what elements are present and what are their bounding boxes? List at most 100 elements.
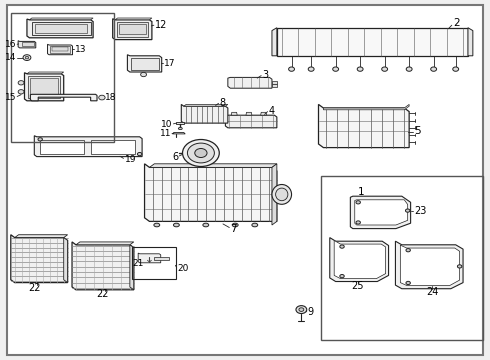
Text: 11: 11 <box>160 129 171 138</box>
Text: 20: 20 <box>177 264 189 273</box>
Polygon shape <box>115 18 152 20</box>
Ellipse shape <box>406 248 410 252</box>
Text: 3: 3 <box>262 70 269 80</box>
Bar <box>32 22 91 35</box>
Polygon shape <box>27 19 93 38</box>
Polygon shape <box>29 18 93 20</box>
Ellipse shape <box>333 67 339 71</box>
Text: 5: 5 <box>414 126 421 136</box>
Ellipse shape <box>18 81 24 85</box>
Text: 12: 12 <box>155 20 167 30</box>
Ellipse shape <box>406 67 412 71</box>
Bar <box>117 22 148 37</box>
Text: 2: 2 <box>453 18 460 28</box>
Polygon shape <box>64 238 68 283</box>
Polygon shape <box>72 242 134 290</box>
Polygon shape <box>113 19 152 40</box>
Polygon shape <box>350 196 411 229</box>
Text: 16: 16 <box>5 40 16 49</box>
Bar <box>50 46 70 53</box>
Polygon shape <box>138 253 161 263</box>
Ellipse shape <box>187 143 214 163</box>
Bar <box>132 247 176 279</box>
Bar <box>40 140 84 154</box>
Bar <box>131 58 159 70</box>
Text: 21: 21 <box>133 259 144 268</box>
Polygon shape <box>323 104 409 110</box>
Bar <box>52 47 68 51</box>
Text: 8: 8 <box>220 98 225 108</box>
Ellipse shape <box>154 223 160 227</box>
Bar <box>277 28 468 56</box>
Ellipse shape <box>457 265 462 268</box>
Polygon shape <box>48 44 73 55</box>
Bar <box>30 78 58 96</box>
Ellipse shape <box>195 149 207 158</box>
Polygon shape <box>130 245 134 290</box>
Text: 1: 1 <box>358 186 365 197</box>
Polygon shape <box>400 245 460 285</box>
Ellipse shape <box>137 153 142 156</box>
Polygon shape <box>181 104 228 123</box>
Polygon shape <box>318 104 409 148</box>
Text: 22: 22 <box>28 283 41 293</box>
Text: 15: 15 <box>5 93 16 102</box>
Bar <box>22 42 34 46</box>
Text: 13: 13 <box>74 45 86 54</box>
Polygon shape <box>330 238 389 282</box>
Polygon shape <box>127 55 162 72</box>
Text: 6: 6 <box>172 152 179 162</box>
Ellipse shape <box>356 221 361 224</box>
Ellipse shape <box>405 209 410 212</box>
Polygon shape <box>34 136 142 157</box>
Ellipse shape <box>173 223 179 227</box>
Polygon shape <box>231 112 237 115</box>
Polygon shape <box>261 112 267 115</box>
Ellipse shape <box>406 282 410 284</box>
Polygon shape <box>15 235 68 238</box>
Polygon shape <box>272 81 277 84</box>
Bar <box>28 76 60 98</box>
Polygon shape <box>184 104 228 106</box>
Ellipse shape <box>141 72 147 77</box>
Polygon shape <box>272 84 277 87</box>
Ellipse shape <box>232 223 238 227</box>
Ellipse shape <box>38 138 42 141</box>
Ellipse shape <box>431 67 437 71</box>
Polygon shape <box>272 164 277 225</box>
Polygon shape <box>176 122 184 124</box>
Text: 24: 24 <box>426 287 439 297</box>
Ellipse shape <box>98 95 105 100</box>
Bar <box>91 140 135 154</box>
Ellipse shape <box>203 223 209 227</box>
Ellipse shape <box>23 55 31 60</box>
Ellipse shape <box>275 188 288 201</box>
Polygon shape <box>18 41 36 48</box>
Ellipse shape <box>296 306 307 314</box>
Text: 4: 4 <box>269 106 274 116</box>
Ellipse shape <box>299 308 304 311</box>
Text: 10: 10 <box>161 120 172 129</box>
Text: 23: 23 <box>414 206 426 216</box>
Ellipse shape <box>453 67 459 71</box>
Ellipse shape <box>178 127 182 130</box>
Polygon shape <box>24 73 64 101</box>
Polygon shape <box>272 28 277 56</box>
Polygon shape <box>334 240 386 279</box>
Ellipse shape <box>18 90 24 94</box>
Polygon shape <box>172 132 185 134</box>
Polygon shape <box>468 28 473 56</box>
Polygon shape <box>228 77 272 88</box>
Ellipse shape <box>356 201 361 204</box>
Bar <box>119 24 146 34</box>
Text: 25: 25 <box>351 281 364 291</box>
Polygon shape <box>11 235 68 283</box>
Ellipse shape <box>340 274 344 278</box>
Bar <box>11 13 114 142</box>
Text: 17: 17 <box>164 59 175 68</box>
Polygon shape <box>30 94 97 101</box>
Ellipse shape <box>272 184 292 204</box>
Text: 18: 18 <box>105 93 117 102</box>
Ellipse shape <box>382 67 388 71</box>
Polygon shape <box>355 200 408 225</box>
